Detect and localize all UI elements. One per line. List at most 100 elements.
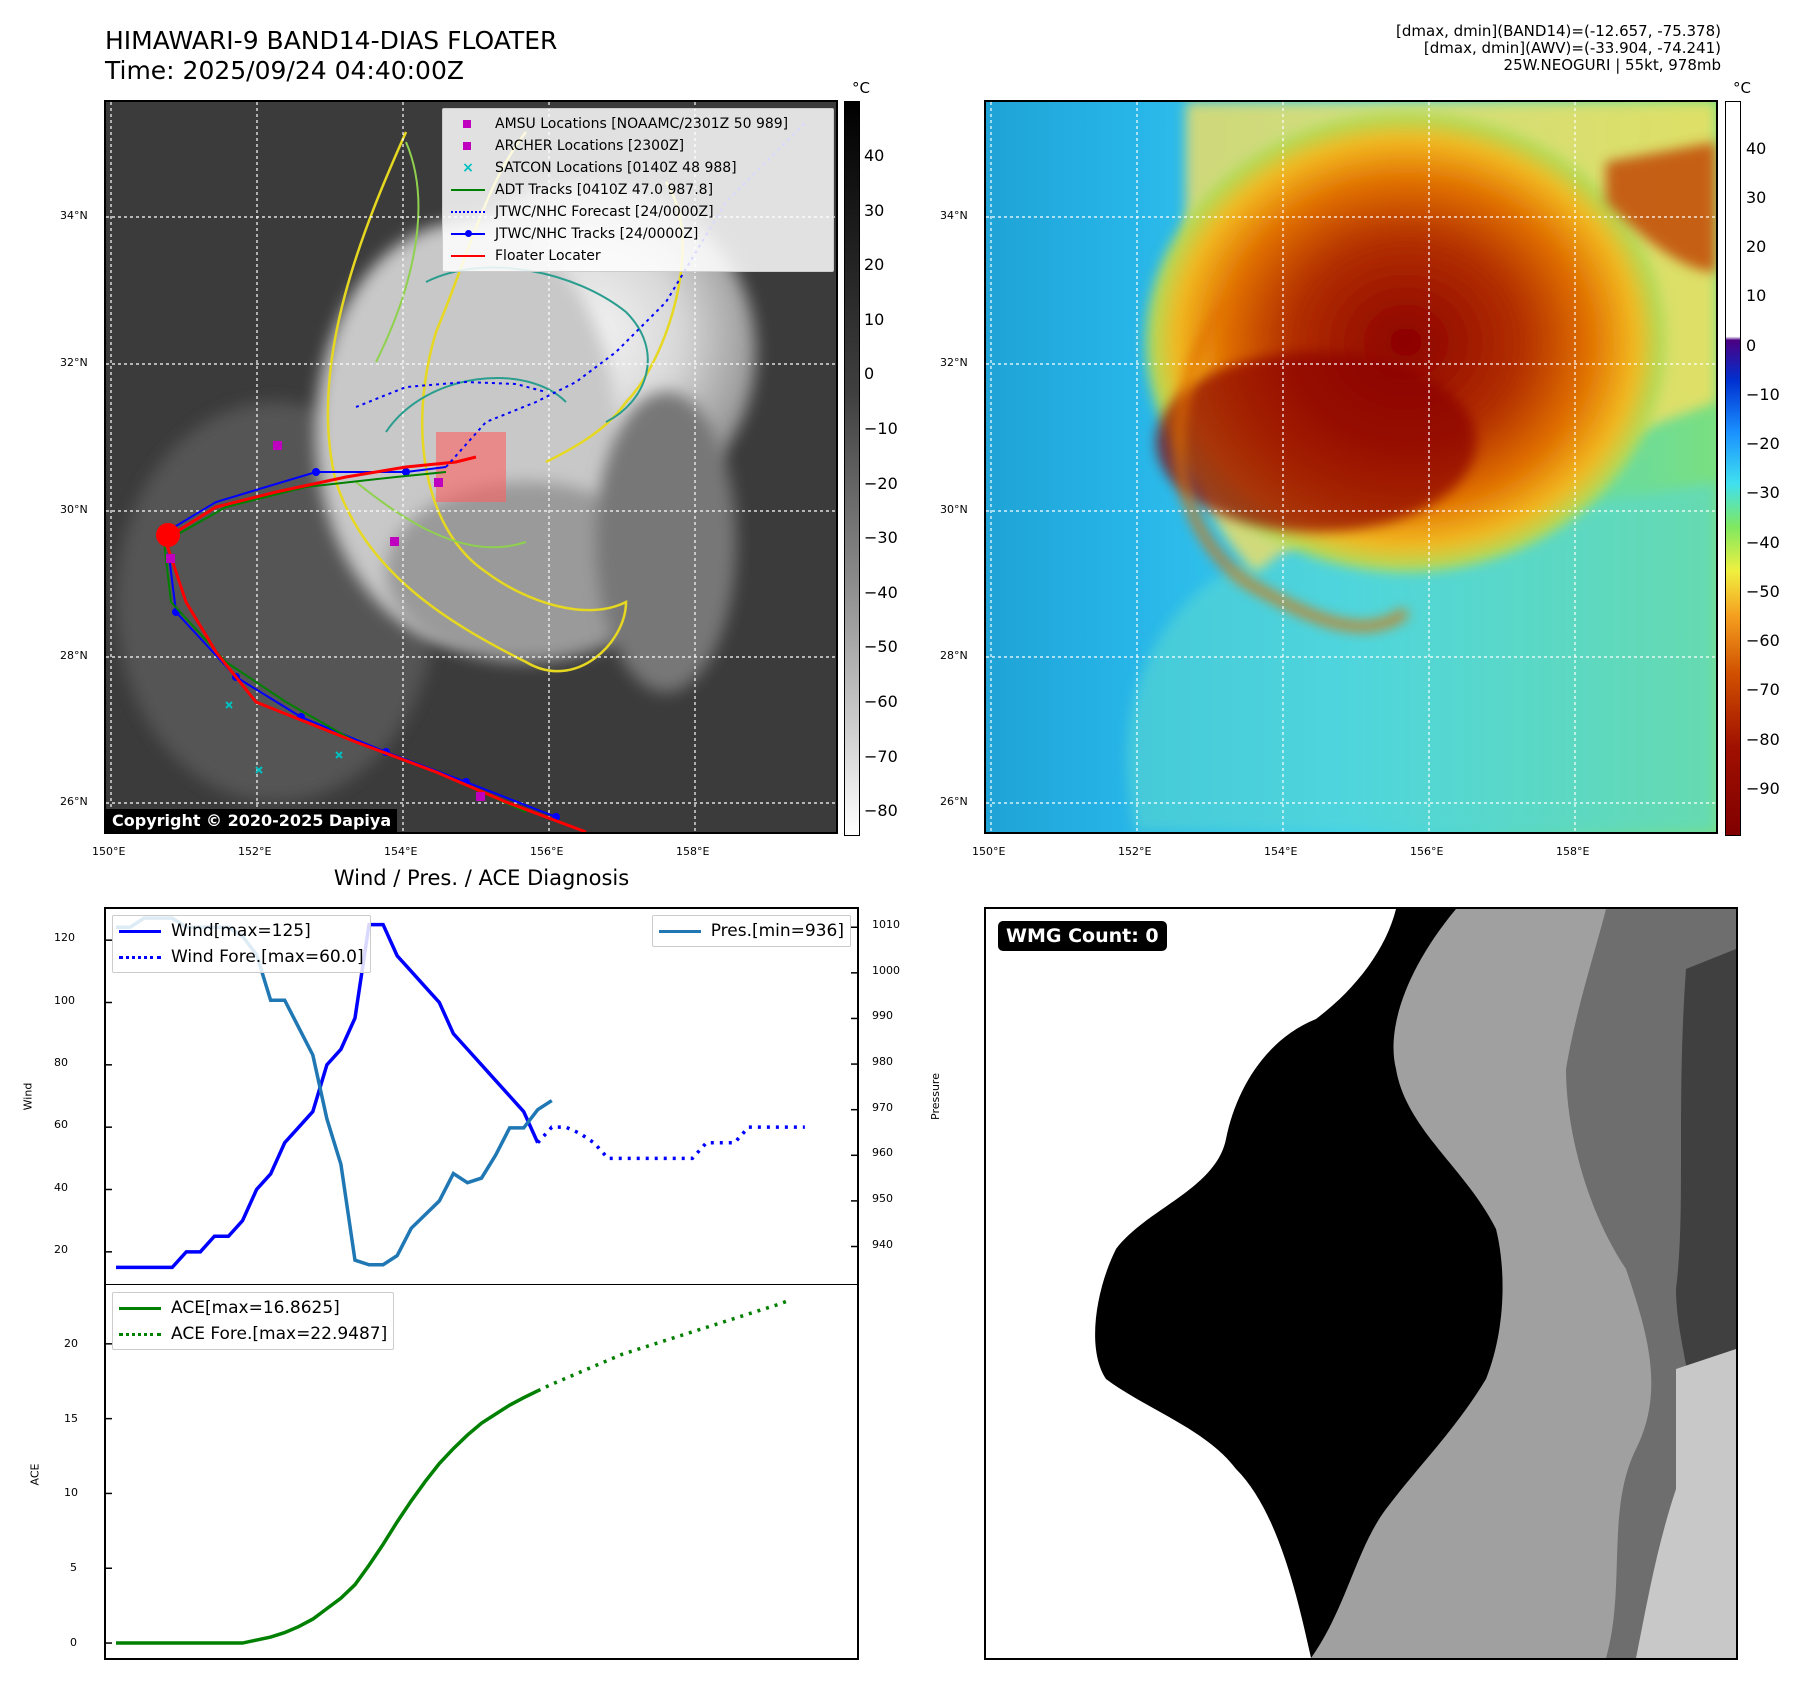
lon-label: 150°E (92, 845, 126, 858)
colorbar-tick-label: −20 (1746, 434, 1780, 454)
colorbar-tick-label: −40 (1746, 532, 1780, 552)
pressure-tick-label: 950 (872, 1191, 893, 1205)
lat-label: 28°N (60, 649, 88, 662)
legend-label: JTWC/NHC Forecast [24/0000Z] (495, 204, 714, 220)
colorbar-tick-label: −10 (1746, 384, 1780, 404)
legend-label: ACE Fore.[max=22.9487] (171, 1324, 388, 1344)
title-line-1: HIMAWARI-9 BAND14-DIAS FLOATER (105, 26, 558, 55)
ace-plot (106, 1298, 792, 1645)
wmg-count-label: WMG Count: 0 (998, 921, 1167, 951)
pressure-tick-label: 970 (872, 1100, 893, 1114)
info-line-1: [dmax, dmin](BAND14)=(-12.657, -75.378) (1396, 22, 1721, 40)
lat-label: 34°N (60, 209, 88, 222)
pressure-tick-label: 1000 (872, 963, 900, 977)
floater-box (436, 432, 506, 502)
wind-tick-label: 120 (54, 931, 75, 945)
colorbar-tick-label: −60 (1746, 631, 1780, 651)
pres-legend: Pres.[min=936] (651, 915, 851, 947)
ace-panel: ACE[max=16.8625] ACE Fore.[max=22.9487] (104, 1284, 859, 1660)
legend-item-ace-fore: ACE Fore.[max=22.9487] (119, 1321, 387, 1347)
gray-colorbar (844, 101, 860, 836)
legend-label: ARCHER Locations [2300Z] (495, 138, 685, 154)
map-legend: AMSU Locations [NOAAMC/2301Z 50 989] ARC… (442, 108, 834, 272)
colorbar-tick-label: −50 (864, 637, 898, 657)
legend-label: ACE[max=16.8625] (171, 1298, 340, 1318)
pressure-tick-label: 1010 (872, 918, 900, 932)
colorbar-tick-label: −70 (864, 746, 898, 766)
awv-graticule (986, 102, 1716, 832)
colorbar-tick-label: −70 (1746, 680, 1780, 700)
pressure-tick-label: 940 (872, 1237, 893, 1251)
info-line-3: 25W.NEOGURI | 55kt, 978mb (1503, 56, 1721, 74)
legend-label: JTWC/NHC Tracks [24/0000Z] (495, 226, 699, 242)
lat-label: 26°N (940, 795, 968, 808)
awv-map-image (986, 102, 1716, 832)
lon-label: 158°E (1556, 845, 1590, 858)
lon-label: 154°E (1264, 845, 1298, 858)
lat-label: 32°N (940, 356, 968, 369)
legend-item-satcon: × SATCON Locations [0140Z 48 988] (462, 160, 737, 176)
legend-item-adt: ADT Tracks [0410Z 47.0 987.8] (451, 179, 825, 201)
colorbar-tick-label: 20 (864, 255, 885, 275)
legend-item-floater: Floater Locater (451, 245, 825, 267)
colorbar-tick-label: 0 (864, 364, 875, 384)
colorbar-tick-label: 10 (1746, 286, 1767, 306)
colorbar-tick-label: 10 (864, 309, 885, 329)
wind-pres-panel: Wind[max=125] Wind Fore.[max=60.0] Pres.… (104, 907, 859, 1285)
pressure-tick-label: 990 (872, 1009, 893, 1023)
colorbar-tick-label: 0 (1746, 335, 1757, 355)
legend-label: ADT Tracks [0410Z 47.0 987.8] (495, 182, 714, 198)
lon-label: 150°E (972, 845, 1006, 858)
colorbar-tick-label: −30 (864, 528, 898, 548)
jtwc-forecast (445, 121, 807, 468)
ace-tick-label: 20 (64, 1336, 78, 1350)
color-colorbar-unit: °C (1733, 79, 1751, 97)
lon-label: 154°E (384, 845, 418, 858)
wind-tick-label: 100 (54, 993, 75, 1007)
floater-cluster (156, 523, 180, 547)
legend-item-wind-fore: Wind Fore.[max=60.0] (119, 944, 364, 970)
wind-legend: Wind[max=125] Wind Fore.[max=60.0] (112, 915, 371, 973)
ace-axis-label: ACE (28, 1463, 42, 1486)
wind-tick-label: 80 (54, 1055, 68, 1069)
legend-item-amsu: AMSU Locations [NOAAMC/2301Z 50 989] (451, 113, 825, 135)
lat-label: 28°N (940, 649, 968, 662)
storm-info: [dmax, dmin](BAND14)=(-12.657, -75.378) … (1396, 23, 1721, 74)
ace-tick-label: 15 (64, 1411, 78, 1425)
info-line-2: [dmax, dmin](AWV)=(-33.904, -74.241) (1423, 39, 1721, 57)
legend-label: Floater Locater (495, 248, 601, 264)
lon-label: 152°E (238, 845, 272, 858)
legend-item-wind: Wind[max=125] (119, 918, 364, 944)
lon-label: 156°E (1410, 845, 1444, 858)
colorbar-tick-label: −90 (1746, 778, 1780, 798)
legend-item-archer: ARCHER Locations [2300Z] (451, 135, 825, 157)
legend-label: AMSU Locations [NOAAMC/2301Z 50 989] (495, 116, 789, 132)
ace-tick-label: 5 (70, 1561, 77, 1575)
legend-label: SATCON Locations [0140Z 48 988] (495, 160, 737, 176)
ir-map-panel: Copyright © 2020-2025 Dapiya AMSU Locati… (104, 100, 838, 834)
color-colorbar (1725, 101, 1741, 836)
lon-label: 158°E (676, 845, 710, 858)
gray-colorbar-unit: °C (852, 79, 870, 97)
legend-label: Wind Fore.[max=60.0] (171, 947, 364, 967)
lat-label: 30°N (60, 503, 88, 516)
series-line-ace (116, 1389, 539, 1645)
colorbar-tick-label: −10 (864, 419, 898, 439)
series-line-ace-fore- (536, 1298, 792, 1393)
product-title: HIMAWARI-9 BAND14-DIAS FLOATER Time: 202… (105, 26, 557, 86)
legend-label: Pres.[min=936] (710, 921, 844, 941)
legend-item-jtwc-forecast: JTWC/NHC Forecast [24/0000Z] (451, 201, 825, 223)
lon-label: 156°E (530, 845, 564, 858)
wind-tick-label: 60 (54, 1118, 68, 1132)
diag-title: Wind / Pres. / ACE Diagnosis (333, 866, 630, 890)
legend-item-jtwc-tracks: JTWC/NHC Tracks [24/0000Z] (451, 223, 825, 245)
pressure-tick-label: 980 (872, 1055, 893, 1069)
wind-tick-label: 40 (54, 1180, 68, 1194)
legend-label: Wind[max=125] (171, 921, 311, 941)
lat-label: 32°N (60, 356, 88, 369)
ace-legend: ACE[max=16.8625] ACE Fore.[max=22.9487] (112, 1292, 395, 1350)
ace-tick-label: 10 (64, 1486, 78, 1500)
colorbar-tick-label: 30 (864, 200, 885, 220)
legend-item-pres: Pres.[min=936] (658, 918, 844, 944)
colorbar-tick-label: −80 (1746, 729, 1780, 749)
